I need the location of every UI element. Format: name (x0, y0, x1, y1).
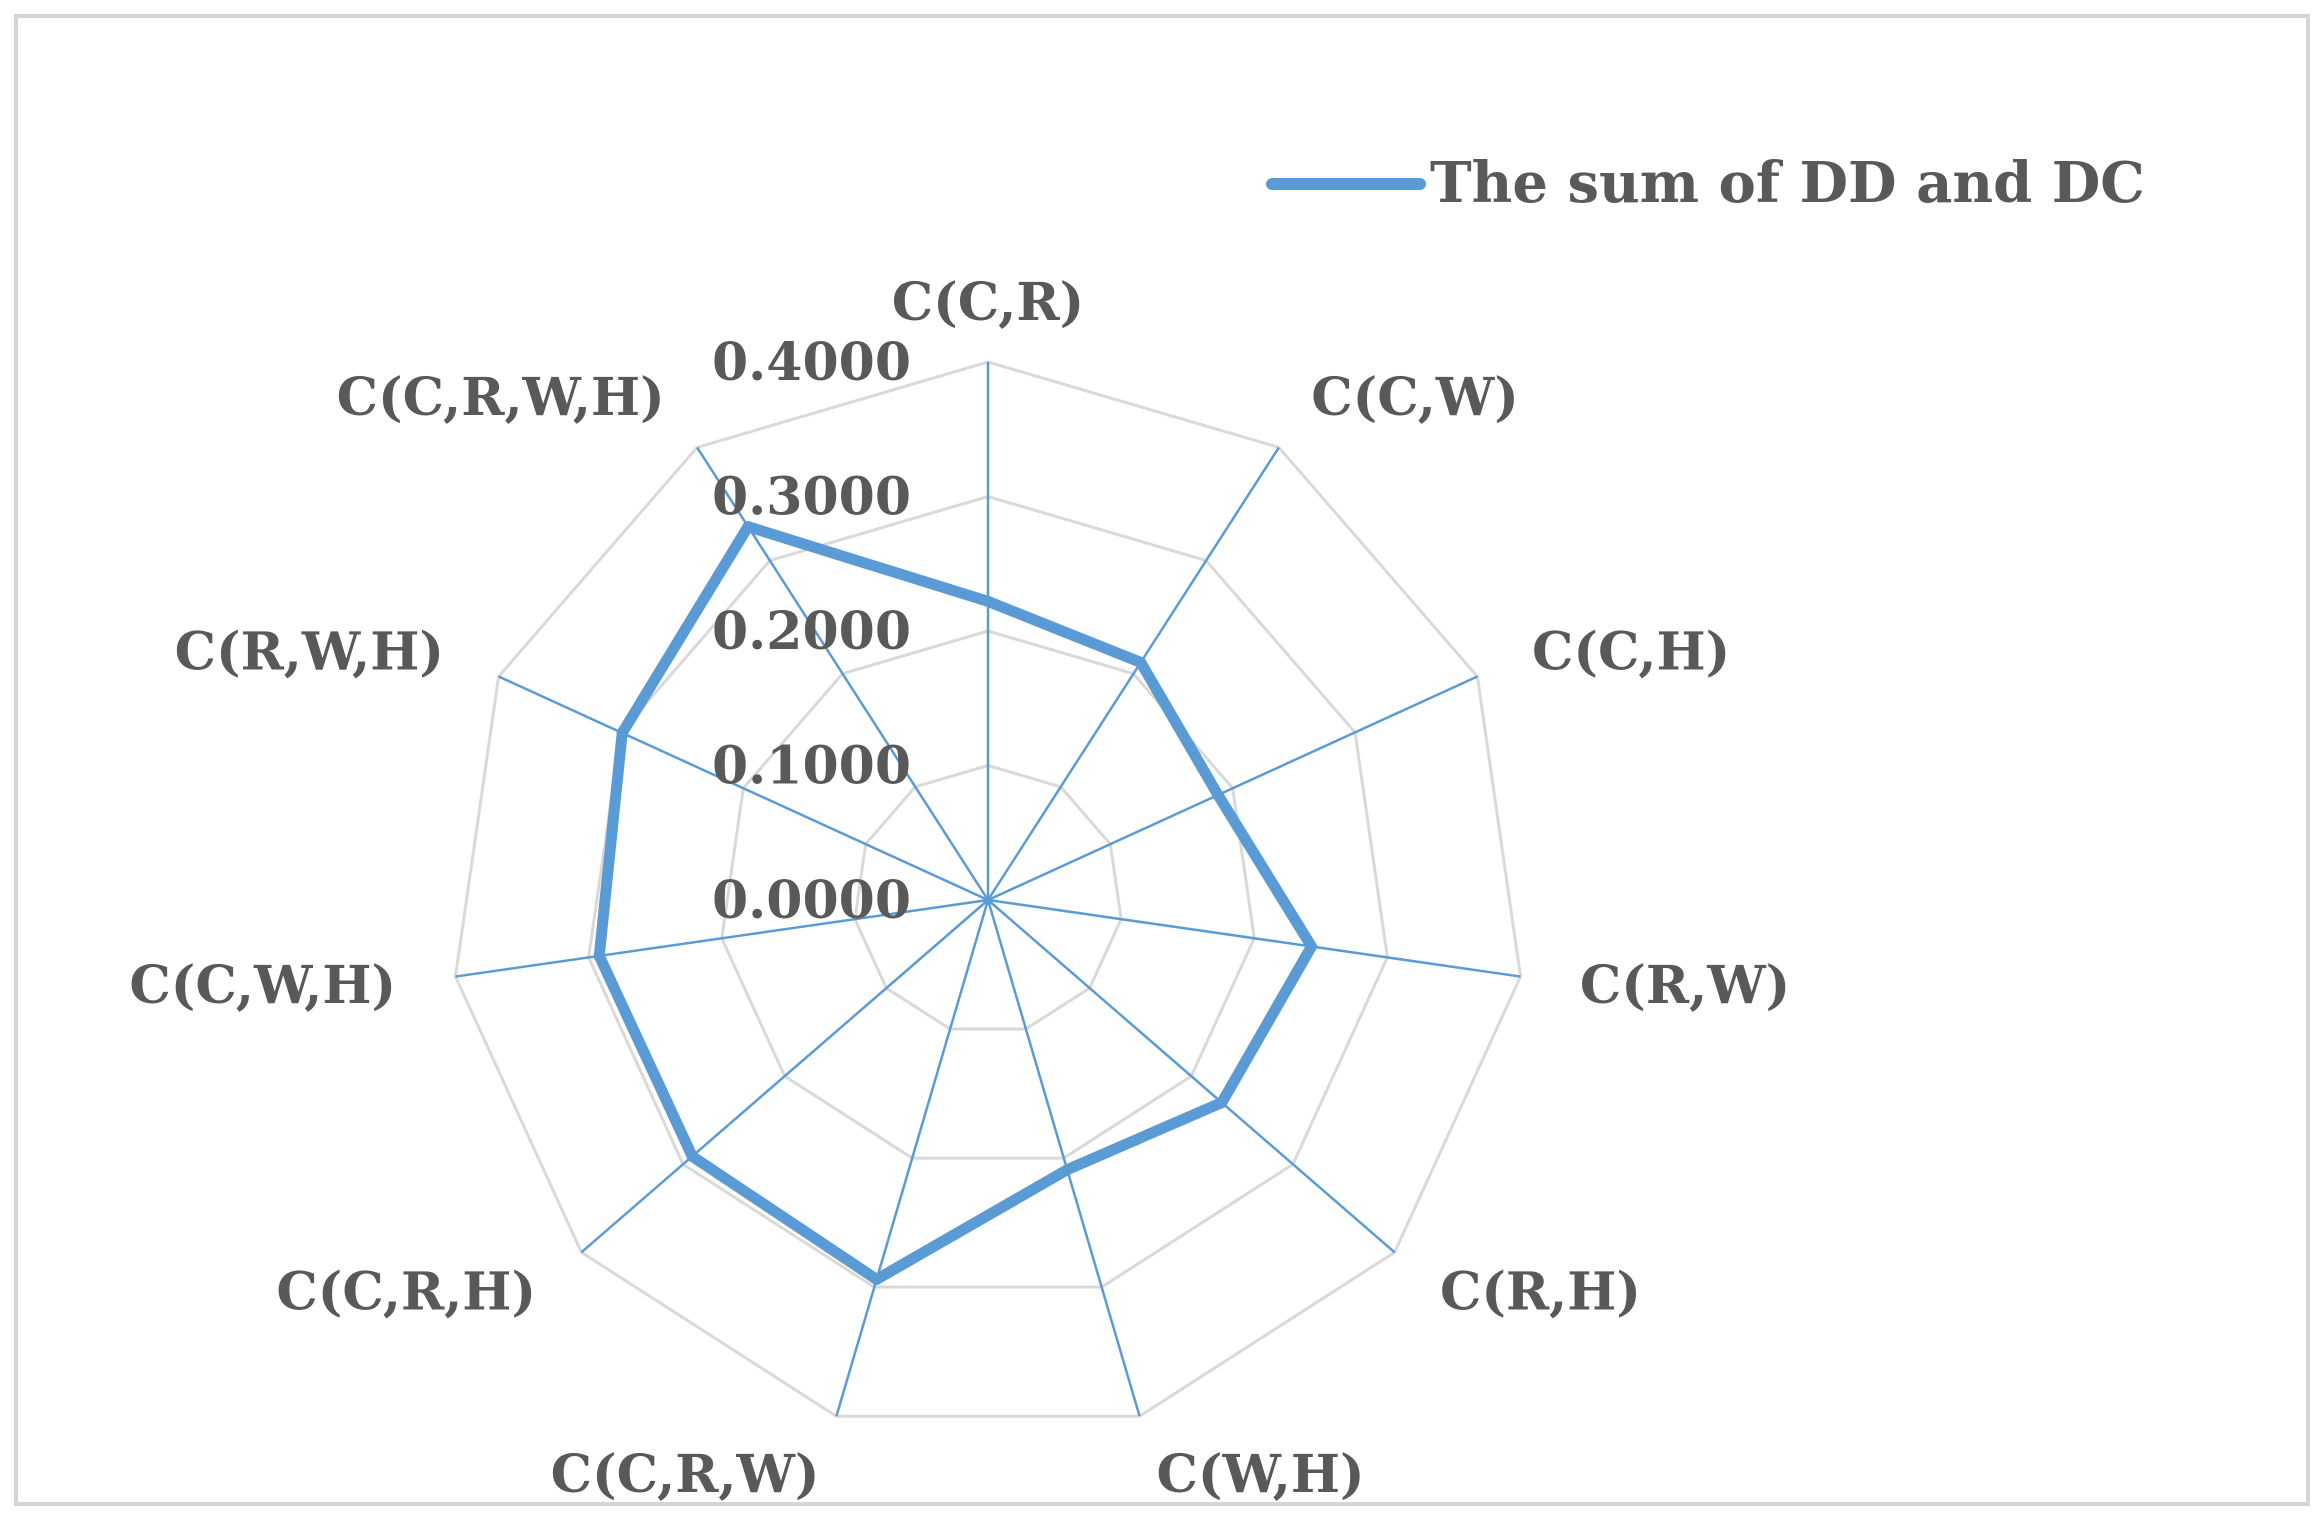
radar-series (593, 521, 1318, 1285)
radial-tick-label: 0.0000 (712, 870, 911, 931)
data-point (1306, 941, 1318, 953)
data-point (871, 1273, 883, 1285)
data-point (686, 1150, 698, 1162)
category-label: C(R,H) (1440, 1262, 1641, 1323)
category-label: C(C,R) (892, 272, 1084, 333)
category-label: C(C,H) (1532, 622, 1730, 683)
spoke-line (987, 898, 1521, 978)
radar-grid (453, 360, 1523, 1418)
data-point (1135, 656, 1147, 668)
radial-tick-labels: 0.0000 0.1000 0.2000 0.3000 0.4000 (712, 332, 911, 931)
spoke-line (986, 899, 1141, 1417)
series-line (593, 521, 1318, 1285)
category-label: C(C,W,H) (129, 955, 396, 1016)
grid-ring (453, 360, 1523, 1418)
data-point (982, 595, 994, 607)
category-labels: C(C,R) C(C,W) C(C,H) C(R,W) C(R,H) C(W,H) C(C,… (129, 272, 1790, 1505)
category-label: C(C,W) (1311, 367, 1519, 428)
radial-tick-label: 0.3000 (712, 467, 911, 528)
spoke-line (987, 675, 1478, 902)
spoke-line (986, 446, 1280, 901)
grid-ring (720, 629, 1256, 1160)
data-point (742, 521, 754, 533)
spoke-line (987, 899, 1396, 1254)
data-point (1212, 789, 1224, 801)
legend-label: The sum of DD and DC (1430, 150, 2145, 216)
data-point (593, 950, 605, 962)
category-label: C(C,R,H) (276, 1262, 536, 1323)
grid-ring (853, 763, 1123, 1031)
radial-tick-label: 0.4000 (712, 332, 911, 393)
radial-tick-label: 0.1000 (712, 736, 911, 797)
category-label: C(R,W) (1580, 955, 1790, 1016)
spoke-line (835, 899, 990, 1417)
data-point (1061, 1164, 1073, 1176)
spoke-line (455, 898, 989, 978)
category-label: C(C,R,W,H) (337, 367, 665, 428)
radial-tick-label: 0.2000 (712, 601, 911, 662)
data-point (1216, 1097, 1228, 1109)
chart-frame (14, 14, 2310, 1506)
data-point (616, 727, 628, 739)
spoke-line (498, 675, 989, 902)
category-label: C(R,W,H) (175, 622, 444, 683)
spoke-line (580, 899, 989, 1254)
legend[interactable]: The sum of DD and DC (1266, 150, 2145, 216)
category-label: C(W,H) (1156, 1444, 1364, 1505)
category-label: C(C,R,W) (551, 1444, 820, 1505)
radar-spokes (455, 362, 1521, 1417)
